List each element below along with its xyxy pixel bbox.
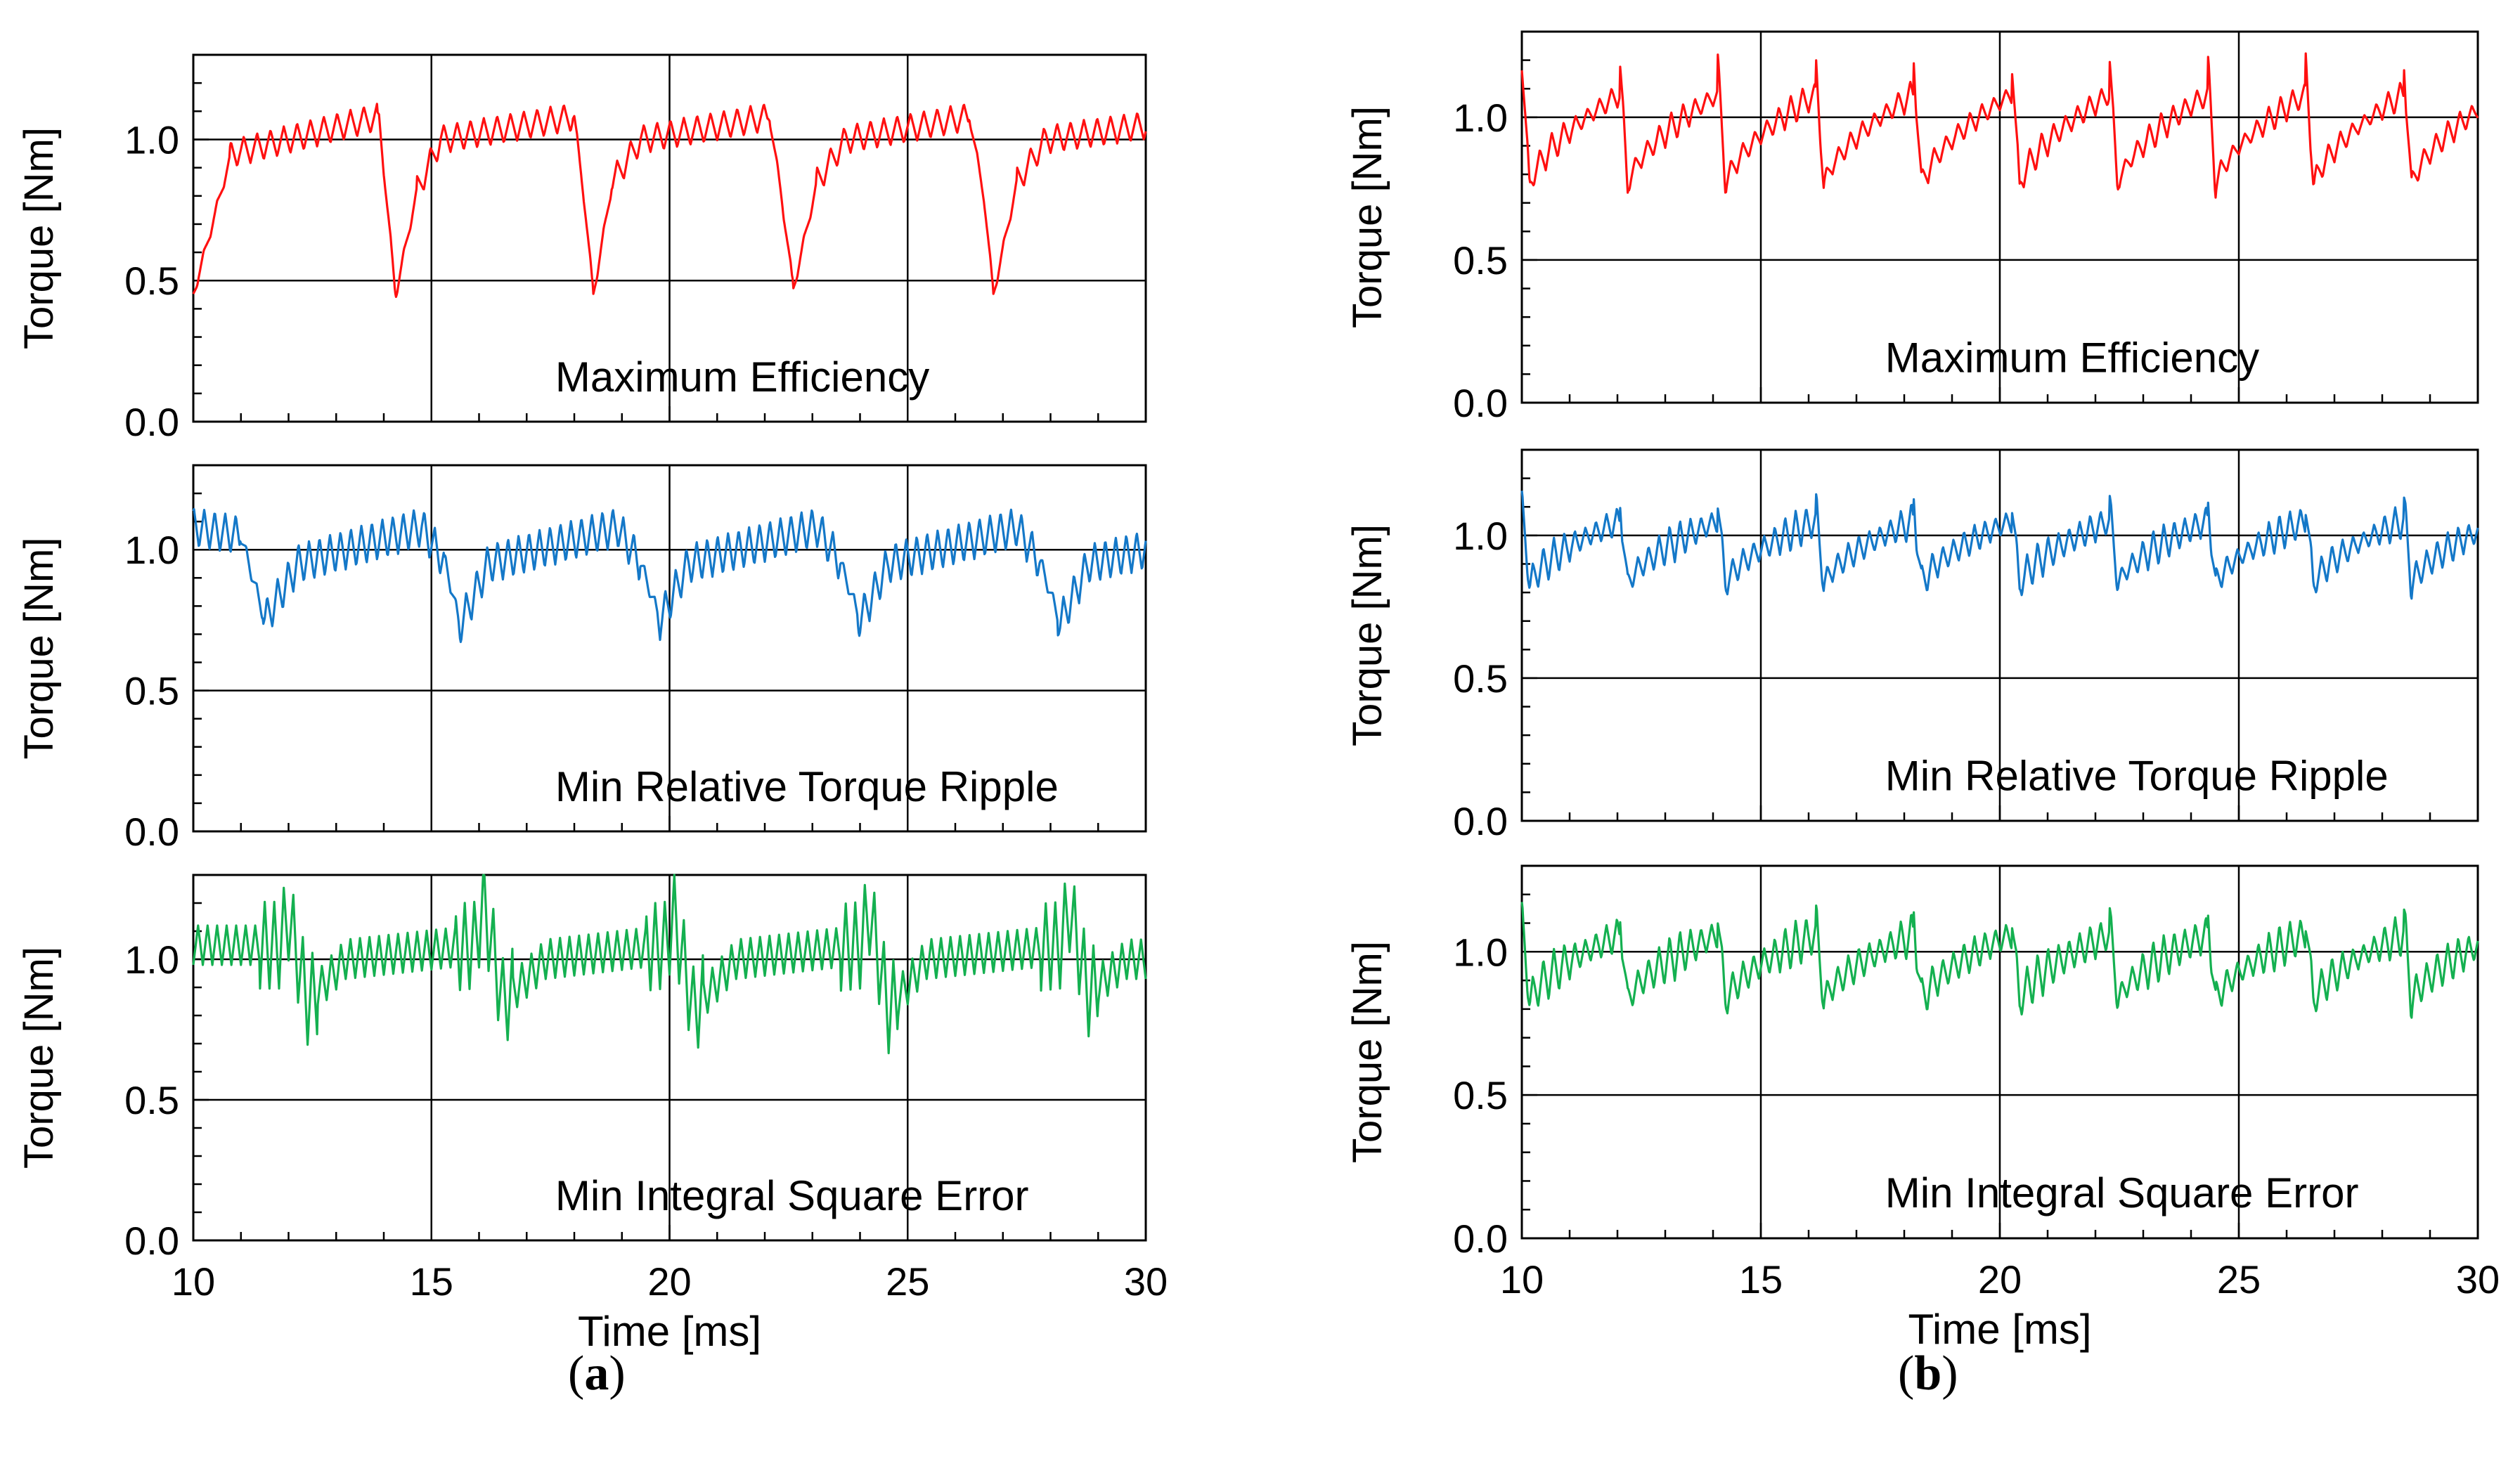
panel-label-a-open: ( xyxy=(568,1347,585,1401)
chart-a-1-ytick-label: 1.0 xyxy=(124,528,179,572)
chart-a-2-ytick-label: 0.5 xyxy=(124,1078,179,1122)
chart-a-2-xtick-label: 25 xyxy=(886,1259,929,1304)
chart-a-2-ytick-label: 1.0 xyxy=(124,937,179,982)
panel-label-b-open: ( xyxy=(1898,1347,1915,1401)
panel-label-b-letter: b xyxy=(1914,1347,1942,1401)
chart-a-2-xlabel: Time [ms] xyxy=(578,1308,761,1355)
chart-a-1-ytick-label: 0.5 xyxy=(124,669,179,713)
chart-b-1: 0.0 0.5 1.0 Torque [Nm] Min Relative Torque … xyxy=(1345,448,2479,843)
panel-label-b-close: ) xyxy=(1941,1347,1958,1401)
chart-b-1-ytick-label: 0.0 xyxy=(1453,799,1508,843)
chart-a-1-ytick-label: 0.0 xyxy=(124,810,179,854)
chart-b-0-title: Maximum Efficiency xyxy=(1885,334,2259,381)
chart-b-2-xtick-label: 10 xyxy=(1500,1257,1544,1302)
chart-b-2-ylabel: Torque [Nm] xyxy=(1345,941,1390,1163)
chart-b-1-title: Min Relative Torque Ripple xyxy=(1885,752,2389,799)
chart-a-1-title: Min Relative Torque Ripple xyxy=(555,763,1059,810)
chart-b-1-series-line xyxy=(1520,491,2479,600)
chart-a-0-ytick-label: 1.0 xyxy=(124,117,179,162)
chart-a-2-series-line xyxy=(192,874,1147,1055)
chart-b-2-title: Min Integral Square Error xyxy=(1885,1169,2359,1216)
chart-a-0-ylabel: Torque [Nm] xyxy=(16,127,62,349)
chart-a-1-series-line xyxy=(192,507,1147,644)
chart-b-2-ytick-label: 0.5 xyxy=(1453,1073,1508,1117)
chart-a-1: 0.0 0.5 1.0 Torque [Nm] Min Relative Torque … xyxy=(16,464,1147,854)
panel-label-b: (b) xyxy=(1898,1346,1958,1402)
chart-a-1-ylabel: Torque [Nm] xyxy=(16,538,62,760)
chart-b-2-ytick-label: 0.0 xyxy=(1453,1216,1508,1261)
chart-a-0-title: Maximum Efficiency xyxy=(555,353,929,401)
chart-b-0-ytick-label: 0.5 xyxy=(1453,238,1508,283)
chart-a-2-xtick-label: 15 xyxy=(410,1259,453,1304)
chart-b-1-ylabel: Torque [Nm] xyxy=(1345,524,1390,746)
chart-b-2-xtick-label: 15 xyxy=(1739,1257,1783,1302)
chart-a-0-ytick-label: 0.0 xyxy=(124,400,179,444)
chart-b-0-series-line xyxy=(1520,52,2479,199)
panel-label-a-close: ) xyxy=(609,1347,626,1401)
chart-b-2-ytick-label: 1.0 xyxy=(1453,930,1508,974)
chart-b-1-ytick-label: 0.5 xyxy=(1453,656,1508,701)
chart-b-0-ytick-label: 0.0 xyxy=(1453,381,1508,425)
chart-a-2-xtick-label: 10 xyxy=(172,1259,215,1304)
chart-a-0: 0.0 0.5 1.0 Torque [Nm] Maximum Efficiency xyxy=(16,53,1147,444)
chart-b-2: 0.0 0.5 1.0 10 15 20 25 30 Torque [Nm] Time [ms] M… xyxy=(1345,864,2500,1353)
panel-label-a-letter: a xyxy=(584,1347,609,1401)
chart-b-0-ytick-label: 1.0 xyxy=(1453,96,1508,140)
chart-b-0: 0.0 0.5 1.0 Torque [Nm] Maximum Efficiency xyxy=(1345,30,2479,425)
chart-a-2-xtick-label: 30 xyxy=(1124,1259,1168,1304)
chart-b-2-xtick-label: 30 xyxy=(2456,1257,2500,1302)
chart-b-2-series-line xyxy=(1520,902,2479,1019)
panel-label-a: (a) xyxy=(568,1346,626,1402)
chart-a-0-ytick-label: 0.5 xyxy=(124,259,179,303)
chart-b-2-xtick-label: 20 xyxy=(1978,1257,2022,1302)
chart-a-2-xtick-label: 20 xyxy=(647,1259,691,1304)
chart-a-2: 0.0 0.5 1.0 10 15 20 25 30 Torque [Nm] Time [ms] M… xyxy=(16,874,1168,1355)
chart-b-2-xtick-label: 25 xyxy=(2217,1257,2261,1302)
chart-a-0-series-line xyxy=(192,103,1147,298)
chart-b-1-ytick-label: 1.0 xyxy=(1453,514,1508,558)
chart-b-0-ylabel: Torque [Nm] xyxy=(1345,106,1390,328)
chart-a-2-ylabel: Torque [Nm] xyxy=(16,947,62,1169)
chart-a-2-title: Min Integral Square Error xyxy=(555,1172,1029,1219)
chart-a-2-ytick-label: 0.0 xyxy=(124,1219,179,1263)
chart-b-2-xlabel: Time [ms] xyxy=(1908,1306,2091,1353)
